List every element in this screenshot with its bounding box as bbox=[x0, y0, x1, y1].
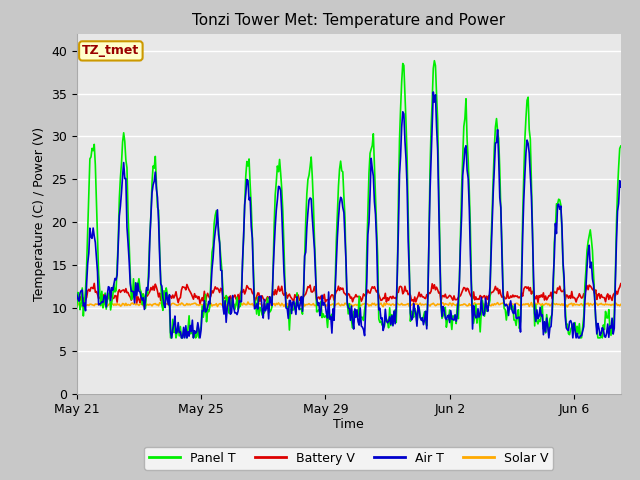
Solar V bbox=[617, 301, 625, 307]
Line: Solar V: Solar V bbox=[77, 302, 621, 308]
Solar V bbox=[73, 300, 81, 306]
Battery V bbox=[228, 302, 236, 308]
Panel T bbox=[521, 136, 529, 142]
Battery V bbox=[90, 280, 98, 286]
Air T bbox=[429, 89, 437, 95]
Air T bbox=[617, 184, 625, 190]
Air T bbox=[369, 166, 376, 171]
Air T bbox=[73, 291, 81, 297]
Line: Air T: Air T bbox=[77, 92, 621, 338]
Y-axis label: Temperature (C) / Power (V): Temperature (C) / Power (V) bbox=[33, 127, 45, 300]
X-axis label: Time: Time bbox=[333, 418, 364, 431]
Battery V bbox=[606, 292, 614, 298]
Air T bbox=[398, 124, 406, 130]
Solar V bbox=[399, 302, 406, 308]
Battery V bbox=[73, 297, 81, 302]
Battery V bbox=[399, 291, 406, 297]
Solar V bbox=[337, 303, 344, 309]
Panel T bbox=[73, 304, 81, 310]
Battery V bbox=[333, 288, 341, 293]
Legend: Panel T, Battery V, Air T, Solar V: Panel T, Battery V, Air T, Solar V bbox=[144, 447, 554, 469]
Text: TZ_tmet: TZ_tmet bbox=[82, 44, 140, 58]
Panel T bbox=[398, 79, 406, 85]
Air T bbox=[332, 262, 340, 268]
Air T bbox=[606, 323, 614, 329]
Panel T bbox=[332, 239, 340, 244]
Solar V bbox=[244, 299, 252, 305]
Solar V bbox=[333, 301, 341, 307]
Panel T bbox=[369, 143, 376, 148]
Line: Panel T: Panel T bbox=[77, 60, 621, 338]
Air T bbox=[168, 335, 175, 341]
Panel T bbox=[606, 326, 614, 332]
Solar V bbox=[223, 305, 231, 311]
Line: Battery V: Battery V bbox=[77, 283, 621, 305]
Air T bbox=[336, 201, 344, 206]
Air T bbox=[521, 172, 529, 178]
Panel T bbox=[166, 335, 174, 341]
Solar V bbox=[369, 301, 377, 307]
Battery V bbox=[337, 285, 344, 291]
Battery V bbox=[521, 284, 529, 290]
Panel T bbox=[617, 143, 625, 149]
Title: Tonzi Tower Met: Temperature and Power: Tonzi Tower Met: Temperature and Power bbox=[192, 13, 506, 28]
Solar V bbox=[606, 301, 614, 307]
Battery V bbox=[369, 285, 377, 291]
Battery V bbox=[617, 281, 625, 287]
Panel T bbox=[336, 167, 344, 172]
Panel T bbox=[431, 58, 438, 63]
Solar V bbox=[521, 302, 529, 308]
